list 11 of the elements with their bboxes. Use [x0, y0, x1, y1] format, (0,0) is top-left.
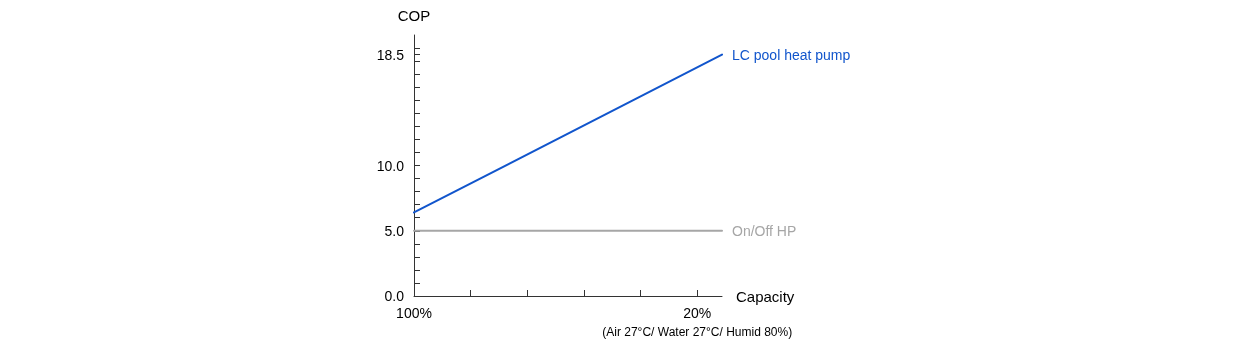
series-label: On/Off HP — [732, 222, 797, 239]
y-tick-label: 18.5 — [376, 46, 405, 63]
y-tick-label: 5.0 — [384, 222, 405, 239]
x-tick-label: 100% — [396, 305, 432, 321]
x-axis-title: Capacity — [736, 287, 795, 305]
y-tick-label: 0.0 — [384, 288, 405, 304]
x-tick-label: 20% — [683, 305, 712, 321]
series-label: LC pool heat pump — [732, 46, 851, 63]
text: (Air 27°C/ Water 27°C/ Humid 80%) — [602, 325, 793, 339]
y-tick-label: 10.0 — [376, 157, 405, 174]
y-axis-title: COP — [397, 7, 431, 24]
